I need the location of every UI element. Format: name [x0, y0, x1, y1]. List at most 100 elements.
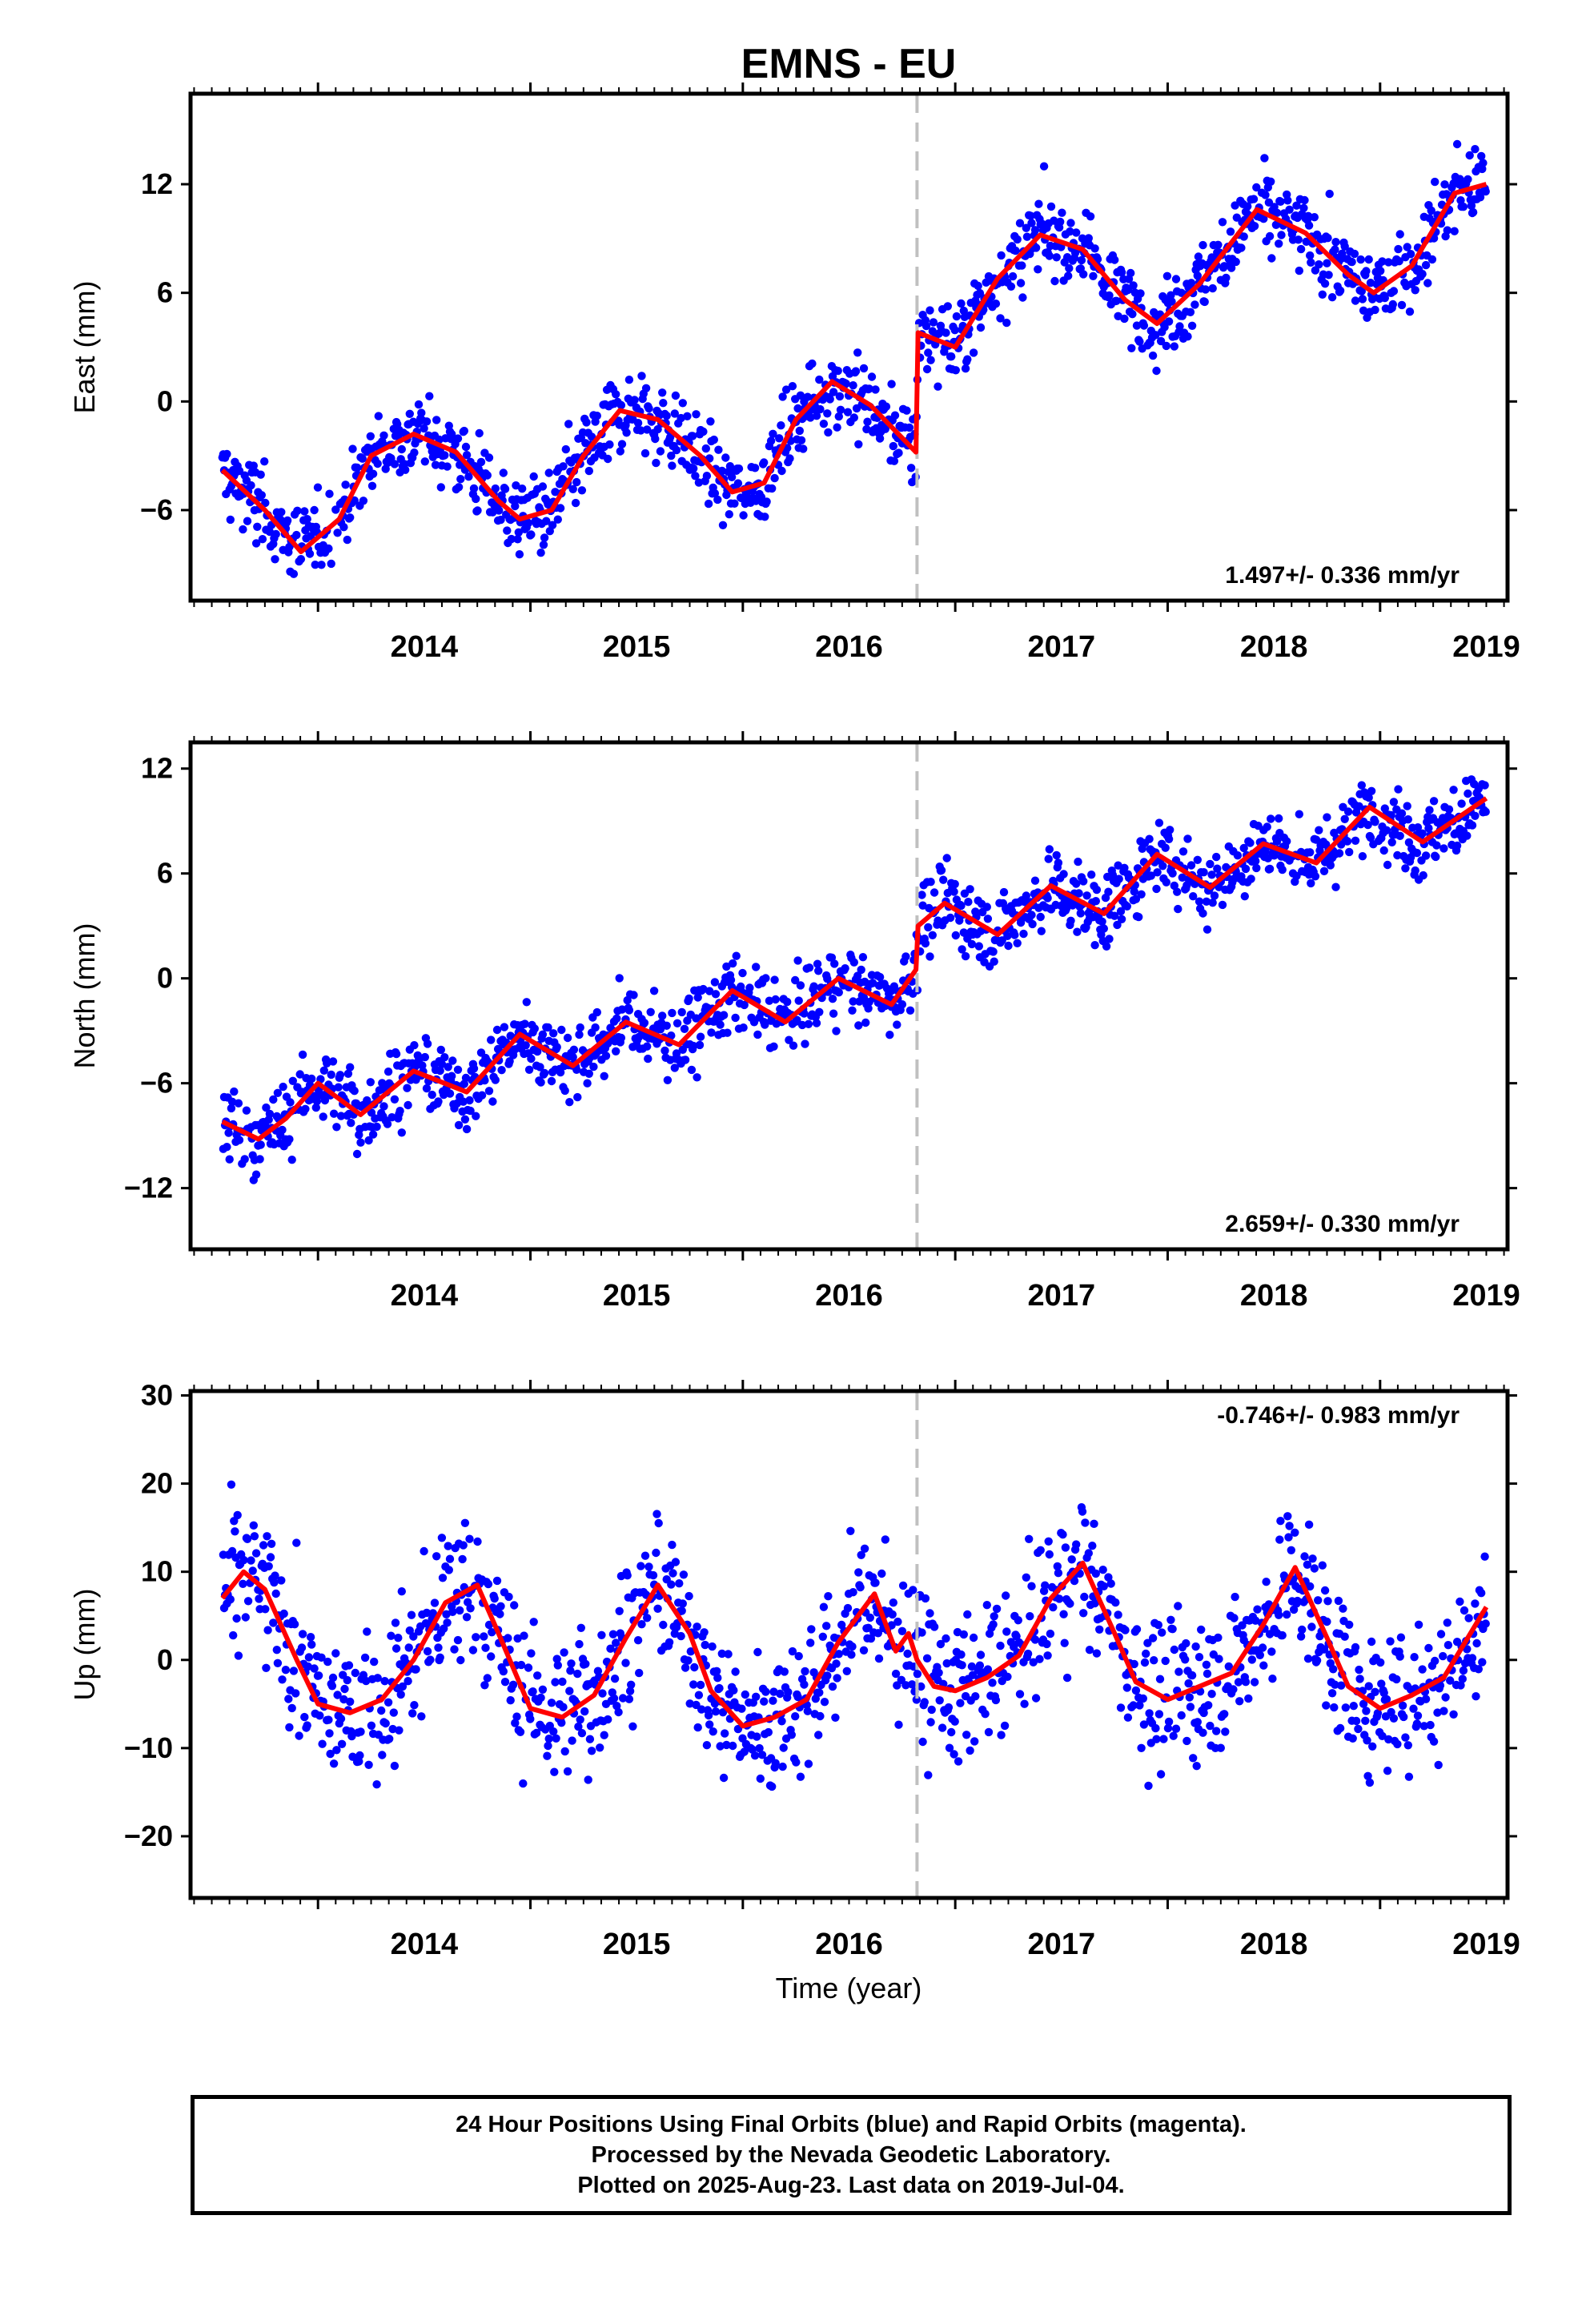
up-position-point	[901, 1681, 910, 1690]
up-position-point	[920, 1698, 930, 1707]
north-position-point	[227, 1097, 237, 1107]
north-position-point	[1413, 823, 1423, 832]
north-position-point	[521, 1041, 530, 1050]
north-position-point	[1074, 857, 1082, 866]
up-position-point	[1061, 1543, 1070, 1552]
north-position-point	[1240, 892, 1250, 901]
up-position-point	[1334, 1596, 1343, 1606]
north-position-point	[569, 1045, 579, 1055]
up-position-point	[1439, 1707, 1448, 1715]
east-position-point	[1249, 195, 1259, 203]
up-position-point	[1395, 1652, 1404, 1661]
east-position-point	[760, 458, 769, 467]
north-position-point	[761, 1020, 769, 1029]
up-position-point	[576, 1623, 585, 1633]
up-position-point	[524, 1663, 533, 1672]
north-position-point	[1457, 799, 1466, 808]
east-position-point	[460, 426, 468, 436]
up-position-point	[315, 1711, 324, 1720]
north-position-point	[1104, 887, 1113, 896]
up-position-point	[487, 1652, 496, 1661]
east-position-point	[561, 444, 570, 454]
up-position-point	[764, 1727, 773, 1737]
up-position-point	[942, 1659, 951, 1668]
east-position-point	[1259, 215, 1268, 223]
up-position-point	[385, 1735, 394, 1743]
up-position-point	[290, 1620, 299, 1629]
east-position-point	[889, 456, 899, 465]
up-position-point	[391, 1618, 400, 1627]
up-position-point	[768, 1782, 777, 1791]
up-position-point	[1231, 1592, 1239, 1602]
up-position-point	[227, 1546, 237, 1556]
up-position-point	[926, 1609, 934, 1618]
up-position-point	[729, 1741, 737, 1751]
north-position-point	[1311, 835, 1321, 844]
up-position-point	[442, 1610, 451, 1619]
east-position-point	[1295, 266, 1304, 275]
up-position-point	[1283, 1610, 1291, 1619]
north-position-point	[958, 945, 966, 954]
north-position-point	[1307, 879, 1315, 888]
east-position-point	[1034, 265, 1042, 274]
east-position-point	[422, 417, 432, 426]
north-position-point	[262, 1103, 271, 1112]
up-position-point	[1199, 1728, 1207, 1737]
up-position-point	[577, 1729, 587, 1738]
east-position-point	[699, 427, 708, 436]
up-position-point	[1049, 1602, 1058, 1612]
east-position-point	[1022, 232, 1032, 241]
up-position-point	[529, 1618, 538, 1626]
up-position-point	[1478, 1658, 1487, 1667]
north-position-point	[897, 1000, 907, 1009]
up-position-point	[307, 1640, 316, 1649]
north-y-tick-label: 12	[141, 752, 173, 785]
up-position-point	[624, 1695, 634, 1703]
east-position-point	[803, 392, 812, 401]
north-position-point	[1003, 931, 1012, 941]
up-position-point	[860, 1544, 869, 1554]
up-position-point	[1027, 1582, 1036, 1590]
north-position-point	[453, 1065, 463, 1075]
north-position-point	[785, 1035, 793, 1044]
up-position-point	[612, 1638, 620, 1647]
up-position-point	[519, 1779, 528, 1788]
east-position-point	[867, 372, 877, 381]
east-position-point	[713, 495, 722, 505]
east-position-point	[902, 406, 911, 415]
up-position-point	[816, 1711, 825, 1721]
up-position-point	[1085, 1646, 1094, 1655]
east-position-point	[1175, 322, 1184, 331]
up-position-point	[947, 1727, 956, 1737]
north-position-point	[1366, 833, 1375, 842]
up-position-point	[908, 1680, 917, 1689]
north-position-point	[440, 1053, 449, 1062]
east-position-point	[527, 530, 536, 539]
east-position-point	[1362, 267, 1371, 275]
north-position-point	[601, 1051, 611, 1060]
north-position-point	[753, 1030, 762, 1039]
north-position-point	[649, 987, 659, 995]
up-position-point	[377, 1706, 386, 1715]
up-position-point	[1354, 1724, 1363, 1734]
up-position-point	[1058, 1530, 1067, 1539]
up-position-point	[323, 1657, 332, 1667]
up-position-point	[443, 1618, 452, 1627]
north-position-point	[1326, 861, 1335, 870]
east-position-point	[1129, 281, 1138, 290]
north-position-point	[1315, 826, 1323, 834]
north-position-point	[1395, 831, 1404, 841]
east-position-point	[1464, 175, 1472, 184]
up-position-point	[1363, 1736, 1371, 1745]
up-position-point	[944, 1703, 954, 1712]
north-position-point	[448, 1056, 457, 1065]
north-position-point	[905, 1006, 915, 1015]
north-position-point	[1404, 838, 1414, 847]
north-x-tick-label: 2015	[603, 1279, 671, 1313]
north-position-point	[858, 953, 868, 962]
up-position-point	[1187, 1671, 1197, 1680]
north-position-point	[723, 1028, 732, 1037]
up-position-point	[1140, 1658, 1150, 1667]
up-position-point	[718, 1708, 728, 1717]
